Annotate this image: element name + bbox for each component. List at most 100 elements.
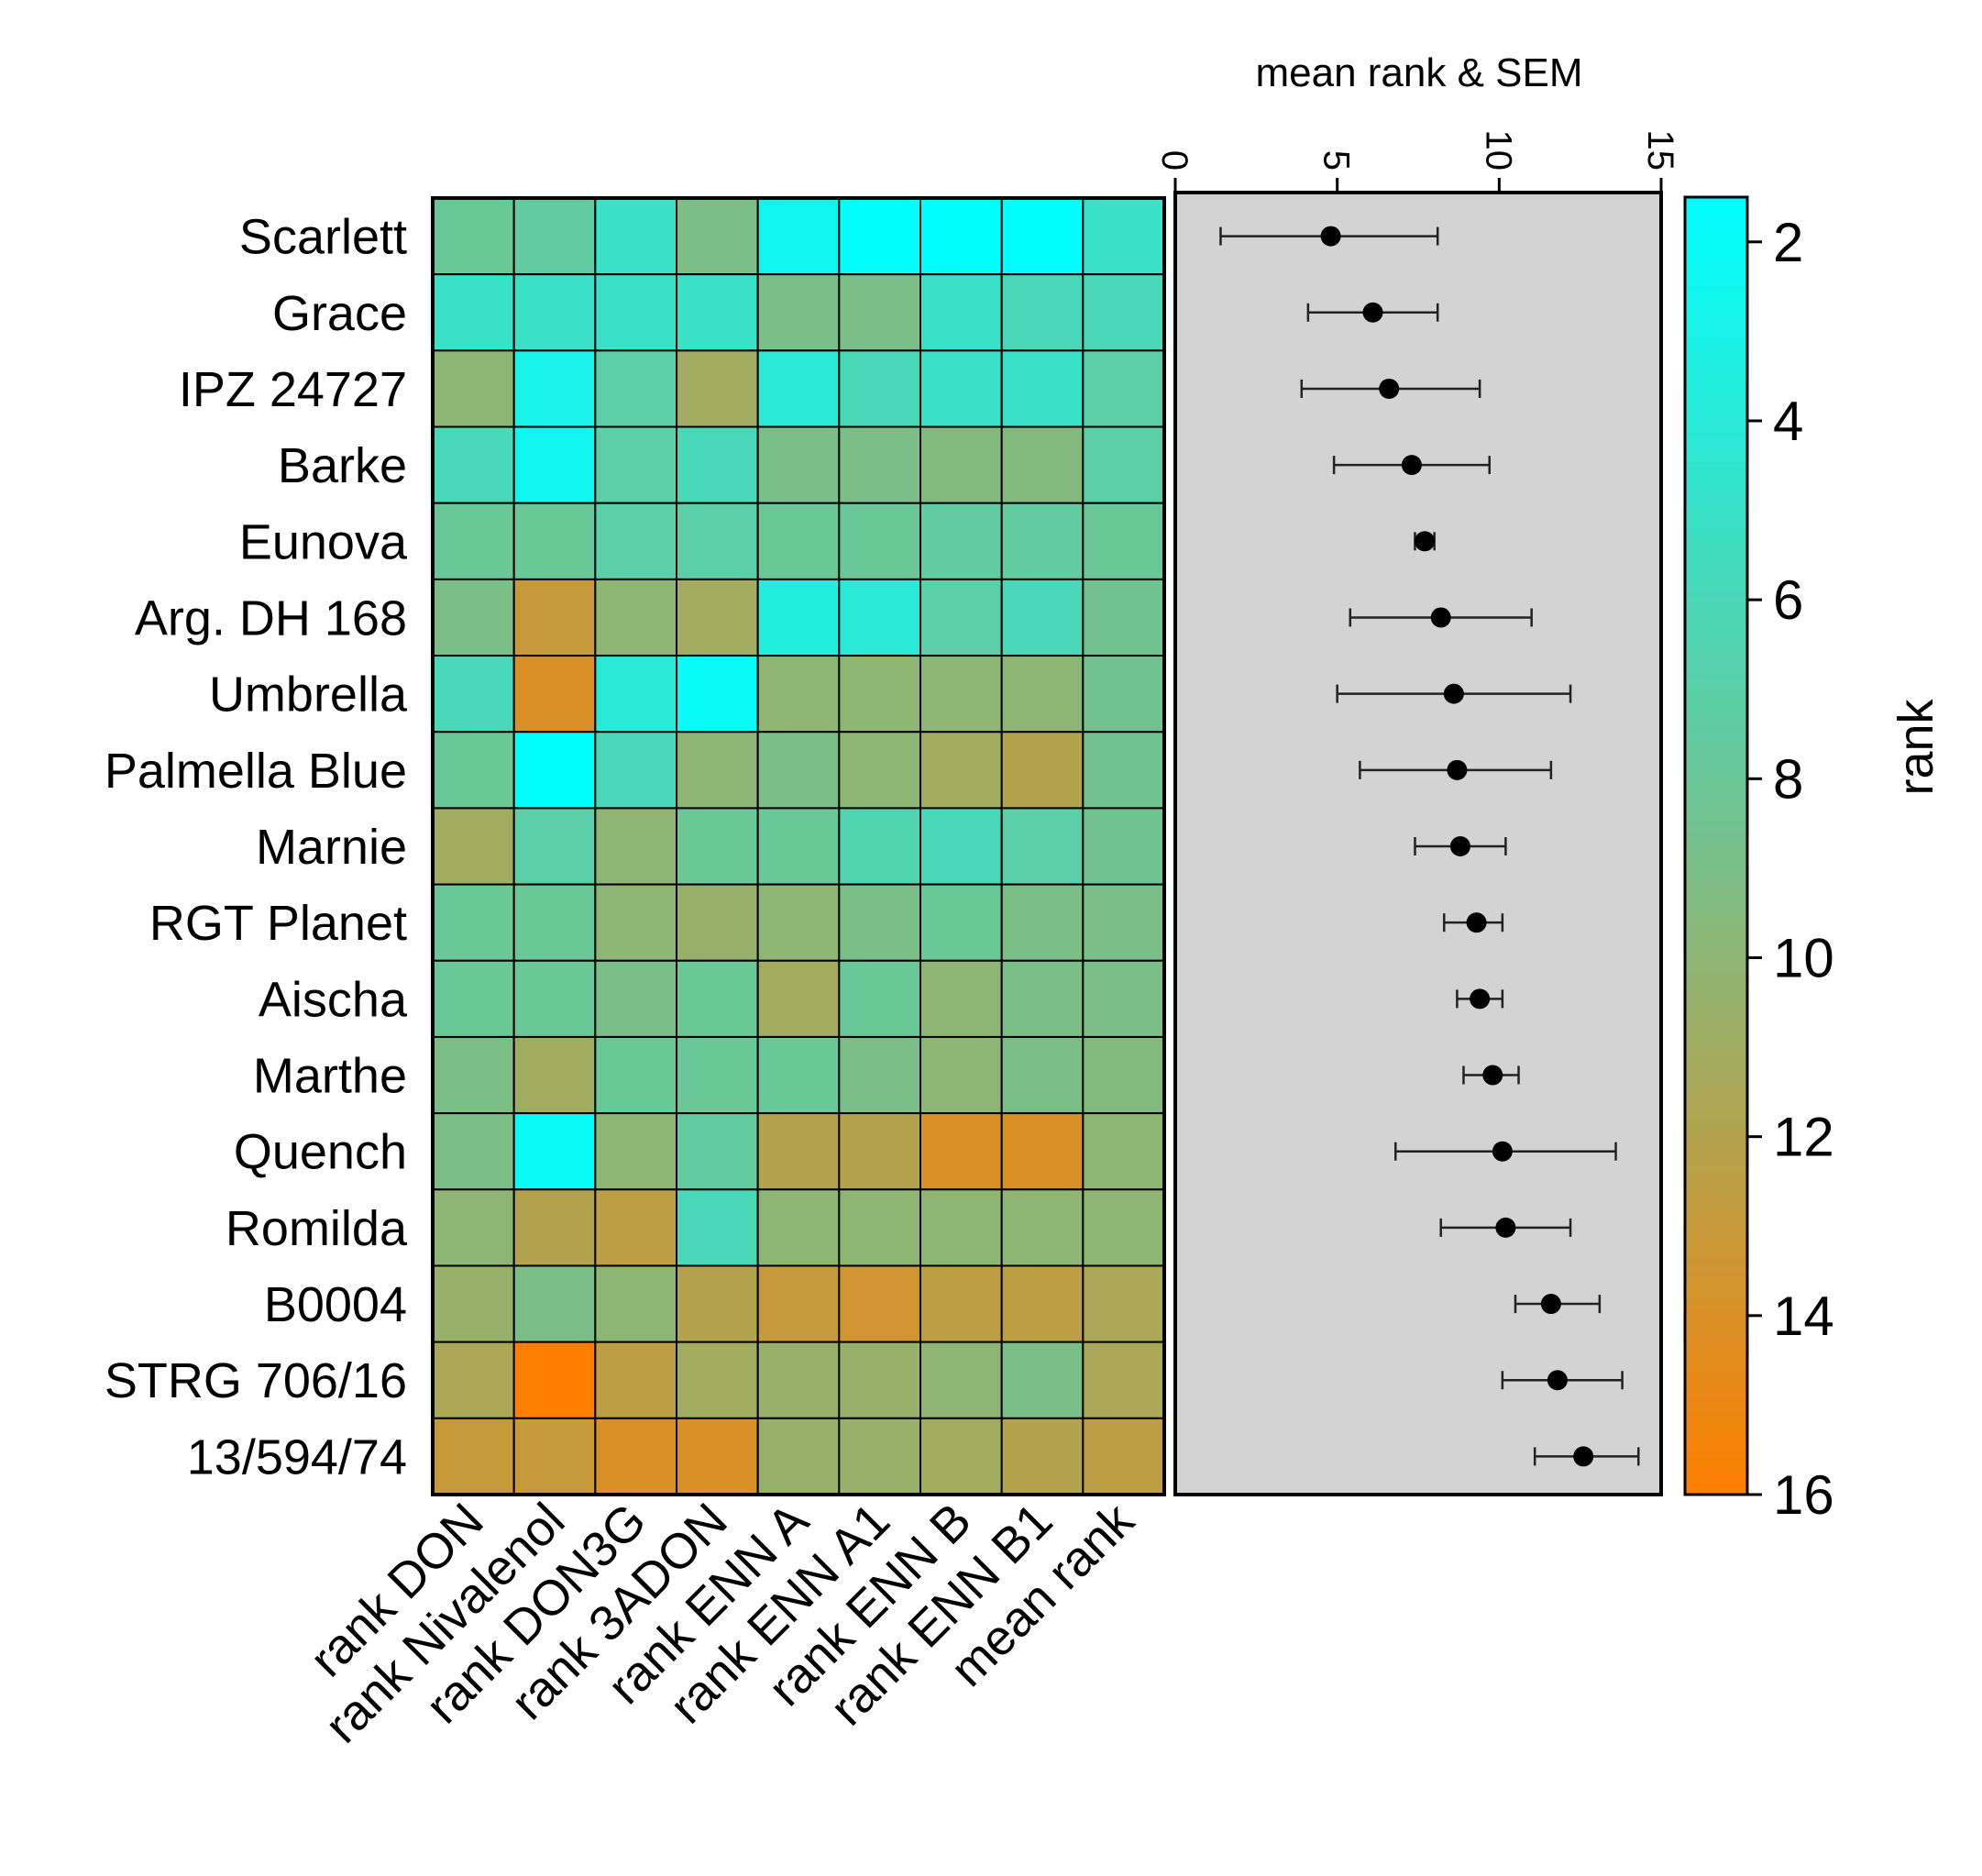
heatmap-cell: [512, 349, 597, 428]
heatmap-frame: [431, 196, 1166, 1496]
heatmap-cell: [594, 1341, 677, 1419]
heatmap-row-labels: Scarlett Grace IPZ 24727 Barke Eunova Arg. DH…: [105, 210, 408, 1485]
mean-rank-point: [1449, 836, 1470, 856]
heatmap-cell: [1000, 1417, 1085, 1495]
heatmap-cell: [1000, 1112, 1085, 1191]
heatmap-cell: [919, 1341, 1003, 1419]
heatmap-cell: [594, 425, 677, 504]
colorbar: 2 4 6 8 10 12 14 16: [1683, 195, 1834, 1526]
mean-rank-point: [1415, 531, 1436, 552]
heatmap-cell: [919, 807, 1003, 886]
heatmap-cell: [432, 197, 515, 276]
heatmap-cell: [676, 502, 759, 580]
heatmap-cell: [432, 273, 515, 352]
mean-rank-point: [1447, 759, 1468, 780]
heatmap-cell: [1000, 959, 1085, 1038]
mean-rank-point: [1492, 1141, 1513, 1162]
heatmap-cell: [1000, 425, 1085, 504]
heatmap-cell: [838, 1341, 921, 1419]
row-label: IPZ 24727: [179, 362, 407, 417]
heatmap-cell: [838, 502, 921, 580]
dot-plot-tick-label: 0: [1154, 150, 1195, 171]
heatmap-cell: [594, 655, 677, 734]
heatmap-cell: [756, 1035, 841, 1115]
row-label: Arg. DH 168: [135, 590, 407, 646]
mean-rank-point: [1430, 607, 1451, 628]
heatmap-cell: [756, 655, 841, 734]
colorbar-gradient: [1683, 195, 1749, 1496]
colorbar-tick-label: 16: [1773, 1464, 1834, 1526]
heatmap-cell: [1000, 502, 1085, 580]
heatmap-cell: [512, 273, 597, 352]
heatmap-cell: [838, 273, 921, 352]
heatmap-cell: [838, 1035, 921, 1115]
heatmap-cell: [1082, 1112, 1166, 1191]
heatmap-cell: [838, 655, 921, 734]
heatmap-cell: [1000, 731, 1085, 810]
heatmap-cell: [594, 578, 677, 657]
mean-rank-point: [1401, 455, 1422, 476]
heatmap-cell: [1000, 807, 1085, 886]
heatmap-cell: [1082, 959, 1166, 1038]
heatmap-cell: [432, 1341, 515, 1419]
heatmap-cell: [512, 578, 597, 657]
heatmap-cell: [594, 1188, 677, 1267]
colorbar-tick-label: 4: [1773, 391, 1803, 452]
heatmap-cell: [1082, 655, 1166, 734]
heatmap-cell: [432, 349, 515, 428]
heatmap-cell: [919, 883, 1003, 962]
mean-rank-point: [1470, 988, 1491, 1010]
heatmap-cell: [756, 959, 841, 1038]
heatmap-cell: [594, 273, 677, 352]
heatmap-cell: [756, 1264, 841, 1343]
mean-rank-point: [1362, 302, 1383, 323]
heatmap-cell: [919, 273, 1003, 352]
heatmap-cell: [838, 578, 921, 657]
heatmap-cell: [676, 578, 759, 657]
heatmap-cell: [919, 502, 1003, 580]
heatmap-cell: [756, 425, 841, 504]
heatmap-cell: [1000, 197, 1085, 276]
row-label: RGT Planet: [149, 896, 407, 951]
heatmap-cell: [1000, 1035, 1085, 1115]
row-label: Scarlett: [239, 210, 407, 265]
heatmap-cell: [919, 1188, 1003, 1267]
row-label: Barke: [278, 438, 407, 493]
heatmap-cell: [838, 1112, 921, 1191]
heatmap-cell: [838, 425, 921, 504]
heatmap-cell: [756, 731, 841, 810]
heatmap-cell: [756, 197, 841, 276]
heatmap-cell: [676, 655, 759, 734]
heatmap-cell: [756, 883, 841, 962]
mean-rank-point: [1482, 1065, 1503, 1086]
heatmap-cell: [594, 349, 677, 428]
heatmap-cell: [512, 1188, 597, 1267]
heatmap-cell: [919, 1417, 1003, 1495]
heatmap-cell: [1082, 197, 1166, 276]
heatmap-cell: [676, 959, 759, 1038]
heatmap-cell: [1082, 273, 1166, 352]
heatmap-cell: [919, 349, 1003, 428]
heatmap-cell: [432, 807, 515, 886]
heatmap-cell: [432, 502, 515, 580]
colorbar-tick-label: 14: [1773, 1286, 1834, 1347]
heatmap-cell: [676, 1112, 759, 1191]
dot-plot-tick-label: 15: [1640, 130, 1680, 171]
mean-rank-point: [1495, 1217, 1516, 1238]
heatmap-cell: [676, 197, 759, 276]
heatmap-cell: [1082, 1035, 1166, 1115]
row-label: B0004: [264, 1277, 407, 1332]
heatmap-cell: [1082, 578, 1166, 657]
heatmap-cell: [1082, 1417, 1166, 1495]
heatmap-cell: [676, 1341, 759, 1419]
heatmap-cell: [756, 578, 841, 657]
heatmap-cell: [838, 349, 921, 428]
heatmap-cell: [432, 1417, 515, 1495]
heatmap-cell: [756, 273, 841, 352]
heatmap-cell: [676, 1417, 759, 1495]
dot-plot-tick-label: 5: [1316, 150, 1357, 171]
heatmap-cell: [594, 1112, 677, 1191]
mean-rank-point: [1443, 683, 1464, 704]
colorbar-title: rank: [1888, 698, 1943, 795]
